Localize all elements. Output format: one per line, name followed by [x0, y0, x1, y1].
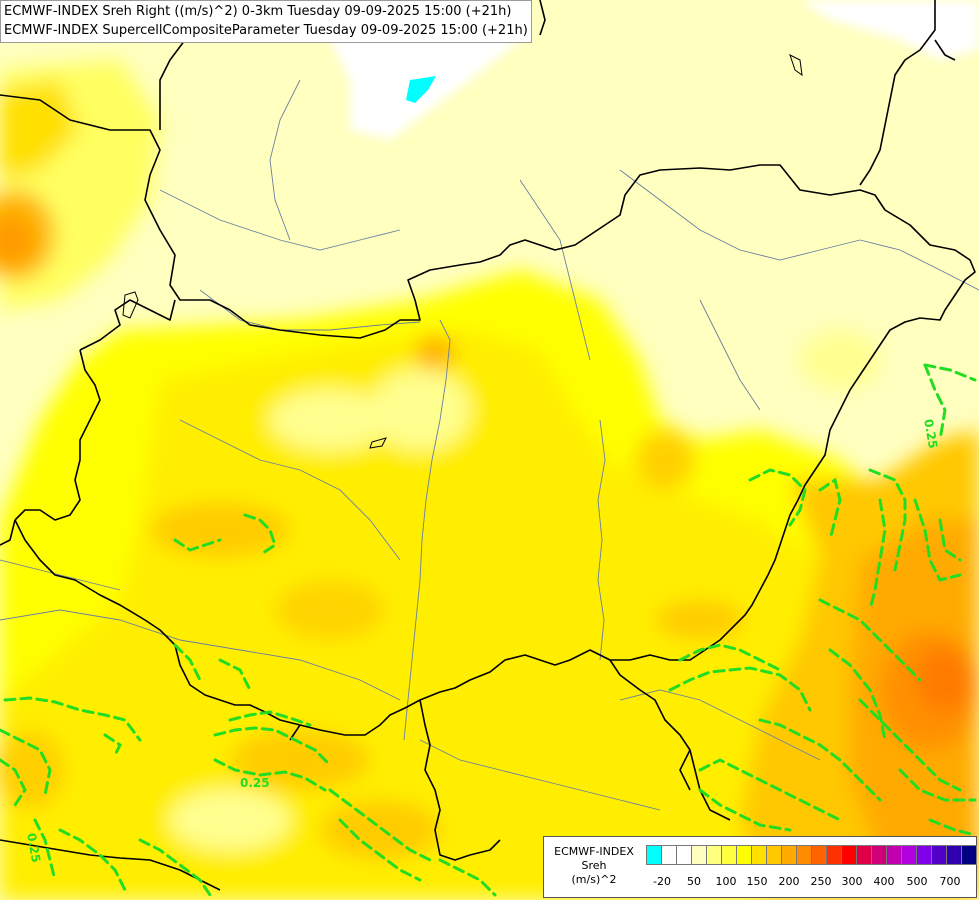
legend-swatch	[916, 845, 932, 865]
legend-swatch	[691, 845, 707, 865]
legend-swatch	[766, 845, 782, 865]
cyan-patch	[406, 76, 436, 103]
lake-outline	[369, 437, 387, 449]
map-titles: ECMWF-INDEX Sreh Right ((m/s)^2) 0-3km T…	[0, 0, 532, 43]
lake-outline	[122, 291, 139, 319]
legend-swatch	[931, 845, 947, 865]
legend-title-line-2: Sreh	[581, 859, 607, 872]
color-legend: ECMWF-INDEX Sreh (m/s)^2 -20 50 100 150 200 2…	[543, 836, 977, 898]
legend-swatch	[661, 845, 677, 865]
legend-tick-label: 100	[715, 875, 737, 888]
legend-swatch	[721, 845, 737, 865]
legend-swatch	[856, 845, 872, 865]
legend-title: ECMWF-INDEX Sreh (m/s)^2	[546, 845, 642, 887]
legend-tick-label: 500	[906, 875, 928, 888]
legend-swatch	[886, 845, 902, 865]
legend-title-line-3: (m/s)^2	[571, 873, 617, 886]
legend-title-line-1: ECMWF-INDEX	[554, 845, 634, 858]
legend-swatch	[961, 845, 977, 865]
legend-tick-label: 200	[778, 875, 800, 888]
title-line-1: ECMWF-INDEX Sreh Right ((m/s)^2) 0-3km T…	[4, 4, 512, 19]
legend-tick-label: 50	[687, 875, 701, 888]
legend-swatch	[871, 845, 887, 865]
legend-swatch	[841, 845, 857, 865]
lake-outline	[789, 54, 803, 77]
legend-tick-label: 300	[841, 875, 863, 888]
contour-label: 0.25	[240, 776, 270, 790]
sreh-field	[0, 60, 979, 900]
legend-tick-label: 150	[746, 875, 768, 888]
rivers	[0, 79, 979, 811]
scp-contours	[0, 363, 977, 897]
legend-swatch	[796, 845, 812, 865]
legend-swatch	[811, 845, 827, 865]
legend-swatch	[751, 845, 767, 865]
legend-tick-label: 700	[939, 875, 961, 888]
legend-swatch	[646, 845, 662, 865]
legend-swatch	[736, 845, 752, 865]
legend-swatch	[946, 845, 962, 865]
legend-swatch	[706, 845, 722, 865]
title-line-2: ECMWF-INDEX SupercellCompositeParameter …	[4, 23, 528, 38]
legend-swatch	[901, 845, 917, 865]
legend-swatch	[826, 845, 842, 865]
legend-swatch	[781, 845, 797, 865]
legend-tick-label: 250	[810, 875, 832, 888]
legend-tick-label: -20	[653, 875, 671, 888]
legend-tick-label: 400	[873, 875, 895, 888]
legend-swatch	[676, 845, 692, 865]
